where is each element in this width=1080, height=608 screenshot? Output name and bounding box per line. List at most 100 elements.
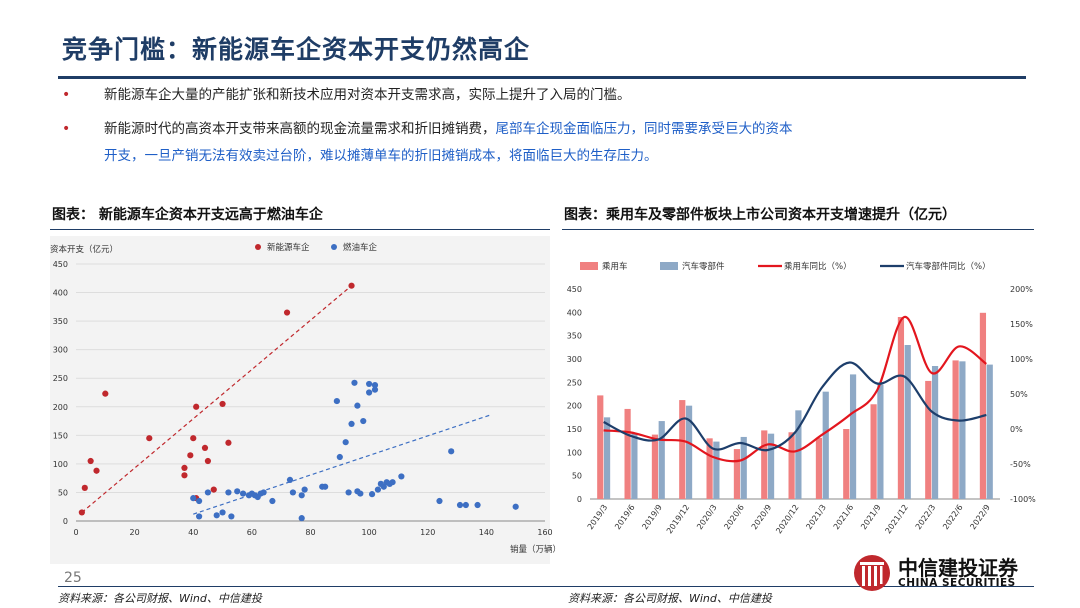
bar: [624, 408, 631, 499]
scatter-point: [181, 464, 188, 471]
scatter-point: [204, 489, 212, 496]
bullet-highlight-text-line2: 开支，一旦产销无法有效卖过台阶，难以摊薄单车的折旧摊销成本，将面临巨大的生存压力…: [104, 148, 658, 164]
scatter-point: [436, 497, 443, 505]
scatter-point: [81, 484, 88, 491]
x-tick-label: 2022/6: [941, 503, 965, 531]
bullet-text: 新能源时代的高资本开支带来高额的现金流量需求和折旧摊销费，: [104, 121, 496, 137]
x-tick-label: 60: [247, 528, 257, 537]
bullet-item-1: • 新能源车企大量的产能扩张和新技术应用对资本开支需求高，实际上提升了入局的门槛…: [62, 82, 1034, 109]
x-tick-label: 2021/6: [832, 503, 856, 531]
scatter-point: [448, 448, 455, 455]
bar: [877, 384, 884, 499]
bar: [767, 433, 775, 499]
page-number: 25: [64, 570, 82, 586]
bullet-item-2: • 新能源时代的高资本开支带来高额的现金流量需求和折旧摊销费，尾部车企现金面临压…: [62, 116, 1034, 170]
bar: [733, 449, 741, 499]
x-tick-label: 160: [537, 528, 552, 537]
scatter-point: [225, 439, 232, 446]
y-tick-label: 100: [53, 460, 68, 469]
series-line: [603, 361, 987, 452]
bar: [706, 438, 713, 499]
bullet-highlight-text: 尾部车企现金面临压力，同时需要承受巨大的资本: [495, 121, 793, 137]
x-tick-label: 2021/9: [859, 503, 883, 531]
y-tick-label: 350: [53, 317, 68, 326]
scatter-point: [380, 483, 387, 490]
right-y-tick-label: 200%: [1010, 285, 1033, 294]
scatter-point: [190, 435, 197, 442]
scatter-point: [286, 476, 294, 483]
legend-label: 乘用车同比（%）: [784, 261, 852, 272]
bullet-marker: •: [62, 121, 71, 137]
x-axis-title: 销量（万辆）: [510, 544, 561, 555]
x-tick-label: 2019/12: [665, 503, 691, 535]
scatter-point: [234, 488, 241, 495]
right-y-tick-label: 150%: [1010, 320, 1033, 329]
bar: [815, 437, 823, 499]
trend-line: [81, 285, 352, 513]
company-logo-icon: [854, 555, 890, 591]
scatter-point: [225, 489, 232, 496]
scatter-point: [181, 472, 188, 479]
left-chart-background: [50, 236, 550, 564]
scatter-point: [190, 495, 197, 502]
bar: [795, 410, 802, 499]
title-divider: [58, 76, 1026, 79]
scatter-point: [360, 417, 367, 425]
bar: [904, 345, 911, 499]
y-tick-label: 300: [53, 346, 68, 355]
scatter-point: [146, 435, 153, 442]
right-chart-title: 图表：乘用车及零部件板块上市公司资本开支增速提升（亿元）: [564, 207, 956, 223]
trend-line: [193, 414, 490, 515]
bar: [849, 374, 857, 499]
scatter-point: [283, 309, 291, 316]
x-tick-label: 2021/3: [804, 503, 828, 531]
scatter-point: [398, 473, 405, 480]
scatter-point: [357, 490, 364, 497]
y-tick-label: 0: [63, 517, 68, 526]
left-y-tick-label: 400: [567, 308, 582, 317]
company-logo-name-en: CHINA SECURITIES: [898, 577, 1016, 589]
scatter-point: [336, 453, 343, 461]
legend-label: 汽车零部件: [682, 261, 725, 272]
scatter-point: [298, 515, 305, 522]
bar: [685, 405, 693, 499]
scatter-point: [213, 512, 220, 519]
scatter-point: [456, 501, 464, 509]
x-tick-label: 2019/9: [640, 503, 664, 531]
bar: [925, 380, 932, 499]
bar: [986, 364, 993, 499]
scatter-point: [298, 492, 305, 499]
x-tick-label: 20: [130, 528, 140, 537]
scatter-point: [260, 489, 267, 496]
scatter-point: [204, 457, 212, 465]
scatter-point: [201, 444, 209, 451]
scatter-point: [193, 403, 200, 410]
scatter-point: [371, 381, 379, 389]
left-y-tick-label: 0: [577, 495, 582, 504]
x-tick-label: 2020/6: [722, 503, 746, 531]
left-y-tick-label: 200: [567, 402, 582, 411]
left-y-tick-label: 100: [567, 448, 582, 457]
scatter-point: [269, 497, 276, 505]
scatter-point: [322, 483, 329, 490]
x-tick-label: 2019/3: [586, 503, 610, 531]
y-tick-label: 400: [53, 289, 68, 298]
x-tick-label: 140: [479, 528, 494, 537]
scatter-point: [366, 389, 373, 396]
bar: [822, 391, 829, 499]
x-tick-label: 40: [188, 528, 198, 537]
y-tick-label: 50: [58, 488, 68, 497]
bar: [897, 317, 905, 499]
left-y-tick-label: 250: [567, 378, 582, 387]
series-line: [603, 315, 987, 463]
bar: [740, 436, 747, 499]
scatter-point: [368, 491, 376, 498]
right-y-tick-label: -50%: [1010, 460, 1031, 469]
bar: [788, 432, 795, 499]
x-tick-label: 2020/3: [695, 503, 719, 531]
x-tick-label: 2020/12: [774, 503, 800, 535]
legend-marker: [255, 244, 261, 250]
legend-label: 新能源车企: [267, 242, 310, 253]
left-y-tick-label: 50: [572, 472, 582, 481]
